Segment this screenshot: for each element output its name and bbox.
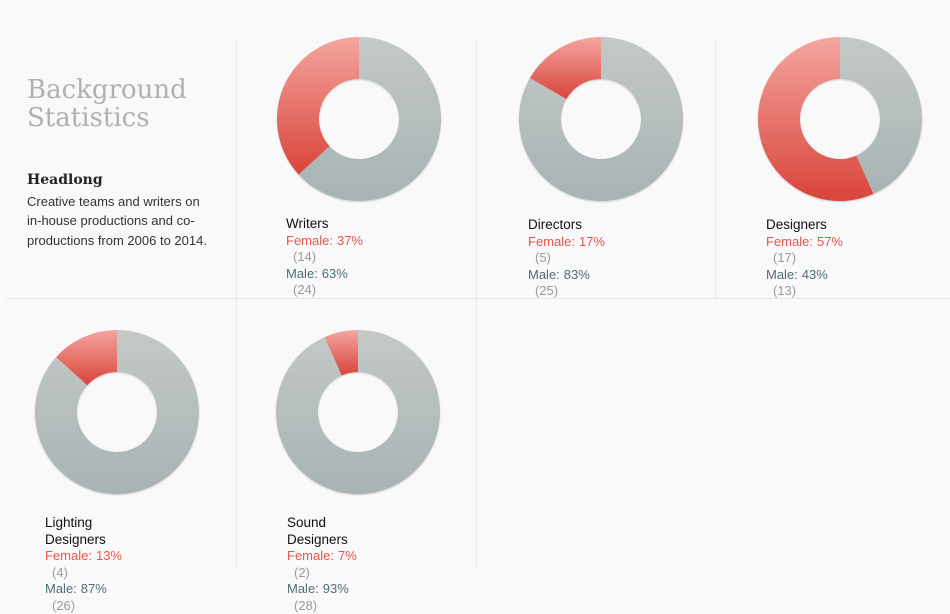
chart-title: Lighting Designers bbox=[45, 515, 106, 547]
donut-chart bbox=[277, 37, 441, 201]
male-stat: Male: 93%(28) bbox=[287, 581, 357, 614]
male-count: (24) bbox=[293, 282, 317, 297]
male-percent: 93% bbox=[322, 581, 349, 596]
chart-caption: Sound Designers Female: 7% (2) Male: 93%(28) bbox=[287, 515, 357, 614]
male-stat: Male: 63% (24) bbox=[286, 266, 363, 299]
chart-title: Directors bbox=[528, 217, 583, 232]
female-label: Female: bbox=[286, 232, 333, 248]
chart-caption: Writers Female: 37% (14) Male: 63% (24) bbox=[286, 216, 363, 299]
female-stat: Female: 13% (4) bbox=[45, 548, 122, 581]
donut-chart bbox=[519, 37, 683, 201]
female-slice bbox=[56, 330, 117, 386]
male-slice bbox=[298, 37, 441, 201]
divider bbox=[476, 298, 477, 566]
chart-title: Writers bbox=[286, 216, 329, 231]
female-stat: Female: 57% (17) bbox=[766, 234, 843, 267]
chart-title: Designers bbox=[766, 217, 827, 232]
male-percent: 43% bbox=[801, 266, 828, 282]
female-stat: Female: 37% (14) bbox=[286, 233, 363, 266]
donut-chart bbox=[757, 37, 922, 201]
chart-caption: Lighting Designers Female: 13% (4) Male: 87%(… bbox=[45, 515, 122, 614]
female-label: Female: bbox=[766, 233, 813, 249]
male-stat: Male: 83% (25) bbox=[528, 267, 605, 300]
female-percent: 13% bbox=[95, 548, 122, 563]
organization-name: Headlong bbox=[27, 172, 103, 188]
male-slice bbox=[840, 37, 922, 194]
male-slice bbox=[276, 330, 440, 494]
female-slice bbox=[277, 37, 359, 175]
divider bbox=[236, 40, 237, 298]
divider bbox=[6, 298, 950, 299]
female-count: (5) bbox=[535, 250, 551, 265]
divider bbox=[715, 40, 716, 298]
chart-caption: Designers Female: 57% (17) Male: 43% (13) bbox=[766, 217, 843, 300]
female-slice bbox=[529, 37, 601, 99]
male-percent: 87% bbox=[80, 581, 107, 596]
female-label: Female: bbox=[528, 233, 575, 249]
female-percent: 7% bbox=[337, 548, 357, 563]
female-percent: 57% bbox=[816, 233, 843, 249]
chart-caption: Directors Female: 17% (5) Male: 83% (25) bbox=[528, 217, 605, 300]
female-count: (17) bbox=[773, 250, 797, 265]
male-stat: Male: 43% (13) bbox=[766, 267, 843, 300]
female-count: (4) bbox=[52, 564, 68, 580]
male-label: Male: bbox=[45, 581, 77, 596]
male-slice bbox=[519, 37, 683, 201]
description: Creative teams and writers on in-house p… bbox=[27, 194, 207, 248]
male-slice bbox=[34, 330, 199, 494]
divider bbox=[476, 40, 477, 298]
divider bbox=[236, 298, 237, 566]
female-label: Female: bbox=[45, 548, 92, 563]
male-label: Male: bbox=[766, 266, 798, 282]
female-percent: 17% bbox=[578, 233, 605, 249]
female-slice bbox=[324, 330, 358, 376]
female-stat: Female: 7% (2) bbox=[287, 548, 357, 581]
female-label: Female: bbox=[287, 548, 334, 563]
female-percent: 37% bbox=[336, 232, 363, 248]
female-stat: Female: 17% (5) bbox=[528, 234, 605, 267]
donut-chart bbox=[276, 330, 440, 494]
female-count: (14) bbox=[293, 249, 317, 264]
donut-chart bbox=[34, 330, 199, 494]
male-label: Male: bbox=[528, 266, 560, 282]
male-count: (25) bbox=[535, 283, 559, 298]
male-label: Male: bbox=[287, 581, 319, 596]
page-title: Background Statistics bbox=[27, 75, 187, 133]
male-percent: 63% bbox=[321, 265, 348, 281]
male-label: Male: bbox=[286, 265, 318, 281]
male-percent: 83% bbox=[563, 266, 590, 282]
male-stat: Male: 87%(26) bbox=[45, 581, 122, 614]
chart-title: Sound Designers bbox=[287, 515, 348, 547]
female-slice bbox=[757, 37, 874, 201]
male-count: (13) bbox=[773, 283, 797, 298]
female-count: (2) bbox=[294, 564, 310, 580]
